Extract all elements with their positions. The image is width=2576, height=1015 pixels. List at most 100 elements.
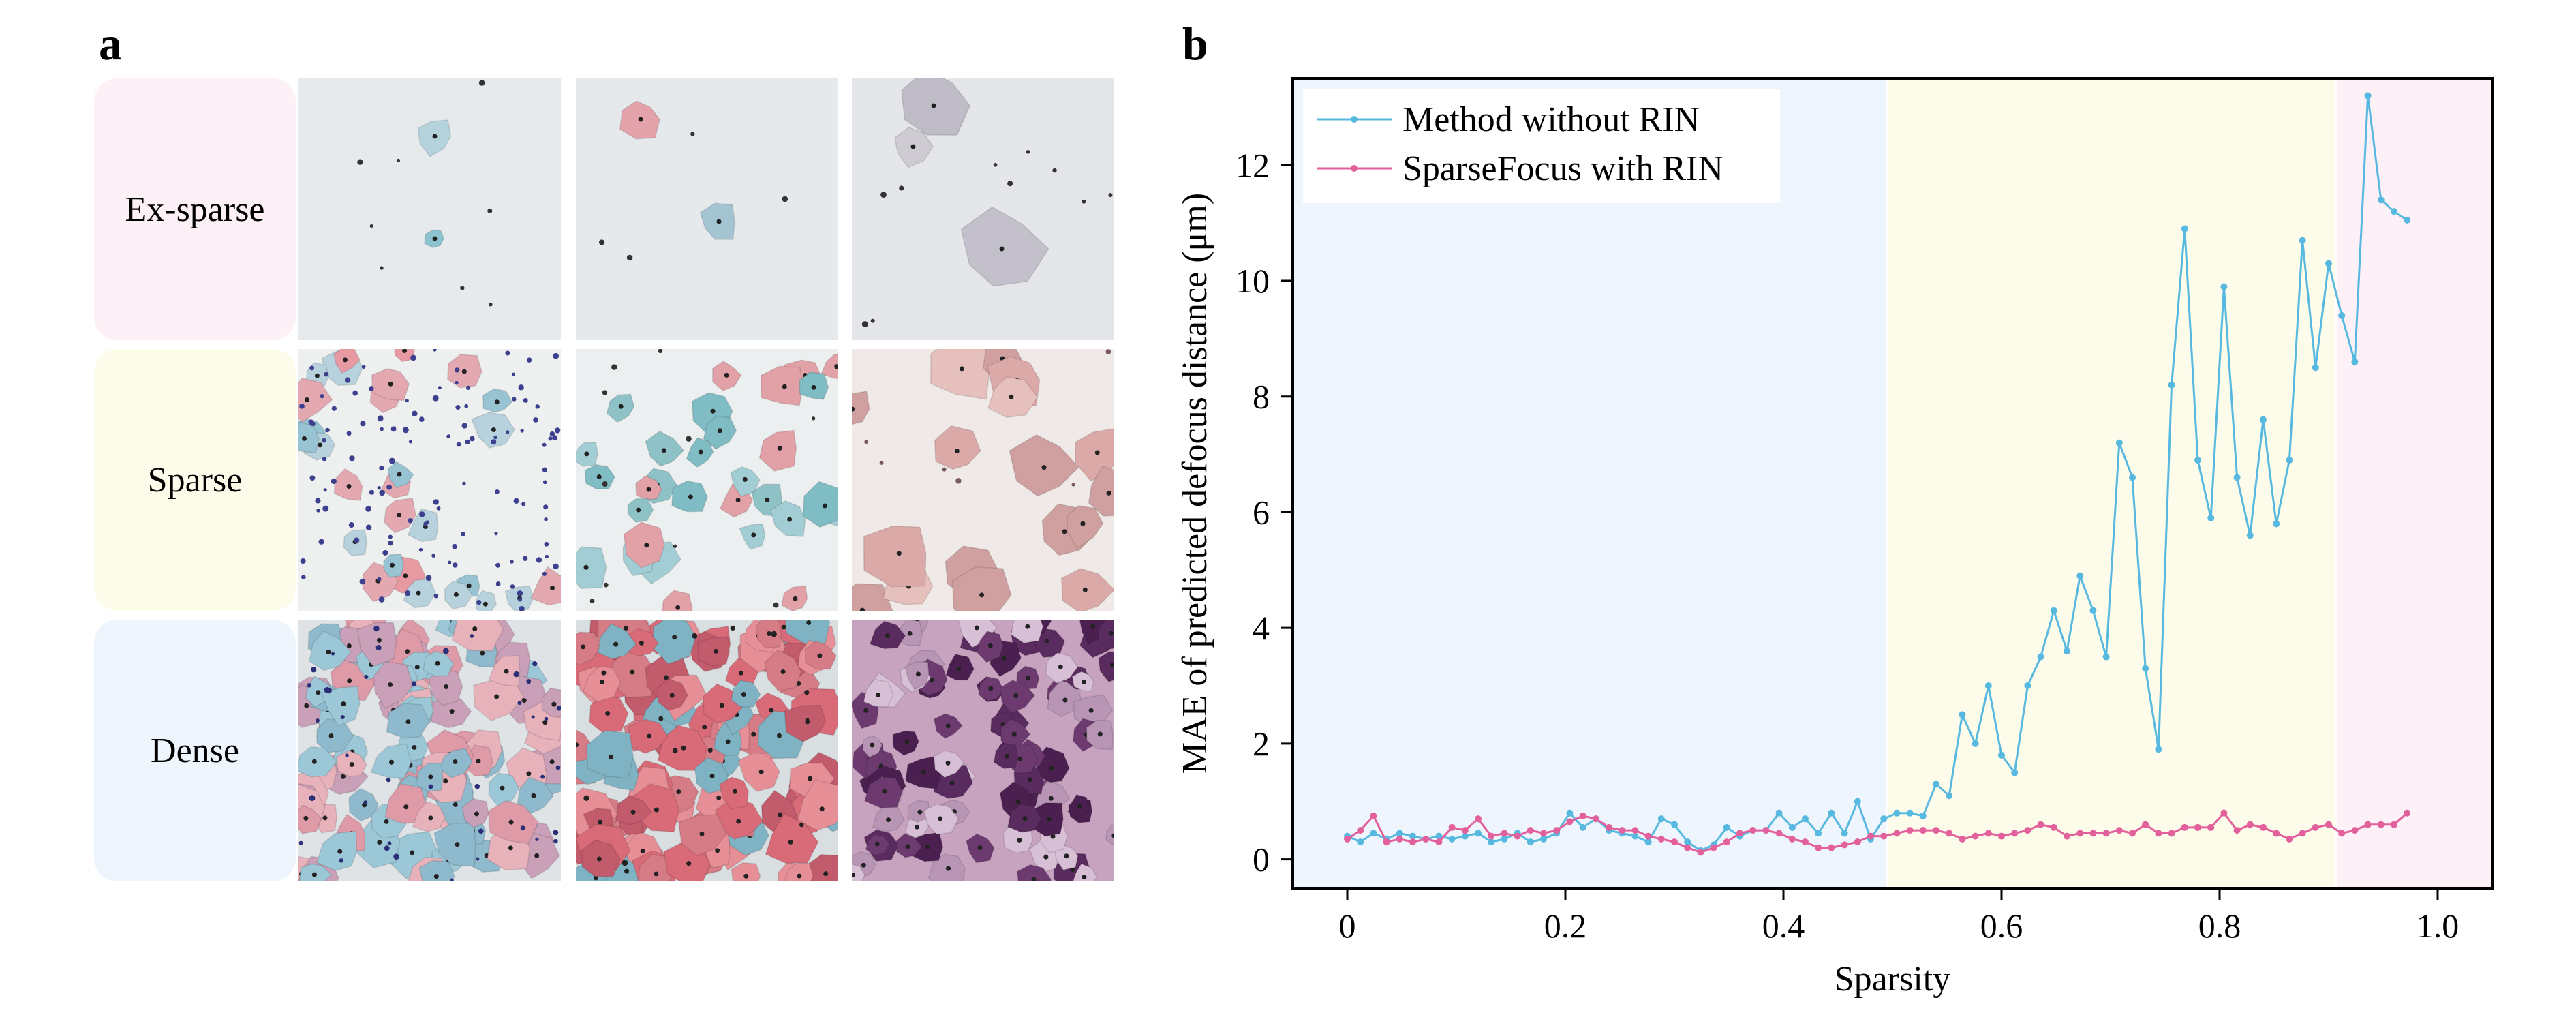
- series-1-point: [1619, 827, 1626, 834]
- series-1-point: [2273, 830, 2280, 837]
- series-0-point: [1409, 832, 1416, 840]
- x-tick-label: 0.4: [1762, 907, 1805, 945]
- sparsity-region-0: [1293, 78, 1887, 888]
- series-1-point: [1475, 815, 1482, 823]
- series-0-point: [1972, 740, 1979, 747]
- series-0-point: [1919, 812, 1927, 819]
- series-1-point: [1435, 838, 1443, 846]
- series-1-point: [1946, 830, 1953, 837]
- series-1-point: [1933, 827, 1939, 834]
- series-1-point: [2050, 823, 2057, 831]
- series-line-1: [1347, 811, 2408, 853]
- series-0-point: [1370, 830, 1377, 837]
- series-1-point: [2207, 823, 2215, 831]
- series-1-point: [1984, 830, 1992, 837]
- series-1-point: [1514, 832, 1521, 840]
- series-0-point: [1540, 835, 1547, 843]
- legend-marker: [1351, 116, 1358, 123]
- image-sparse-2: [576, 349, 838, 611]
- series-1-point: [1802, 838, 1809, 846]
- panel-a-letter: a: [99, 18, 122, 70]
- series-0-point: [2129, 474, 2136, 481]
- series-1-point: [2286, 835, 2293, 843]
- series-1-point: [2299, 830, 2306, 837]
- legend-label: SparseFocus with RIN: [1402, 149, 1723, 188]
- y-tick-label: 8: [1253, 378, 1270, 416]
- series-1-point: [1815, 844, 1822, 851]
- legend-label: Method without RIN: [1402, 100, 1700, 139]
- series-0-point: [1671, 821, 1678, 828]
- x-tick-label: 0: [1339, 907, 1356, 945]
- y-tick-label: 0: [1253, 840, 1270, 879]
- series-1-point: [2168, 830, 2175, 837]
- series-0-point: [2076, 572, 2084, 579]
- series-0-point: [1488, 838, 1495, 846]
- series-1-point: [2246, 821, 2254, 828]
- series-1-point: [1775, 830, 1783, 837]
- series-1-point: [1501, 830, 1508, 837]
- series-1-point: [1606, 823, 1612, 831]
- y-axis-label: MAE of predicted defocus distance (μm): [1176, 193, 1214, 774]
- series-0-point: [2024, 682, 2031, 689]
- series-0-point: [2273, 520, 2280, 528]
- series-1-point: [2391, 821, 2397, 828]
- legend-box: [1303, 89, 1780, 203]
- series-1-point: [1461, 827, 1469, 834]
- series-1-point: [1906, 827, 1914, 834]
- series-1-point: [2011, 830, 2019, 837]
- series-0-point: [2115, 439, 2123, 446]
- image-ex-sparse-2: [576, 78, 838, 340]
- image-ex-sparse-1: [298, 78, 561, 340]
- x-tick-label: 0.8: [2198, 907, 2241, 945]
- series-0-point: [2351, 358, 2359, 365]
- series-1-point: [2089, 830, 2097, 837]
- series-1-point: [1854, 838, 1861, 846]
- series-1-point: [2351, 827, 2359, 834]
- series-1-point: [1684, 844, 1691, 851]
- series-0-point: [1657, 815, 1665, 823]
- series-1-point: [1579, 812, 1586, 819]
- series-1-point: [2115, 827, 2123, 834]
- series-1-point: [1788, 835, 1796, 843]
- series-0-point: [2102, 653, 2110, 661]
- sparsity-region-1: [1887, 78, 2337, 888]
- series-0-point: [1959, 711, 1966, 718]
- y-tick-label: 2: [1253, 725, 1270, 763]
- series-0-point: [1946, 792, 1953, 800]
- series-0-point: [2207, 514, 2215, 521]
- series-0-point: [1644, 838, 1652, 846]
- series-1-point: [1527, 827, 1534, 834]
- series-1-point: [1697, 849, 1704, 856]
- series-1-point: [1919, 827, 1927, 834]
- series-1-point: [1592, 815, 1599, 823]
- series-0-point: [2220, 283, 2228, 290]
- series-0-point: [1684, 838, 1691, 846]
- series-1-point: [2338, 830, 2346, 837]
- series-1-point: [2233, 827, 2241, 834]
- series-1-point: [1972, 832, 1979, 840]
- series-1-point: [2364, 821, 2372, 828]
- series-0-point: [2194, 457, 2201, 464]
- series-1-point: [1383, 838, 1390, 846]
- series-0-point: [2011, 769, 2019, 776]
- series-1-point: [2142, 821, 2149, 828]
- series-0-point: [2312, 364, 2319, 372]
- series-1-point: [1657, 835, 1665, 843]
- series-1-point: [1959, 835, 1966, 843]
- series-1-point: [1488, 832, 1495, 840]
- series-0-point: [1984, 682, 1992, 689]
- series-0-point: [2286, 457, 2293, 464]
- series-1-point: [1880, 832, 1888, 840]
- series-0-point: [1880, 815, 1888, 823]
- series-0-point: [1396, 830, 1403, 837]
- series-1-point: [1710, 844, 1717, 851]
- series-1-point: [1762, 827, 1770, 834]
- series-1-point: [1749, 827, 1757, 834]
- series-0-point: [1933, 781, 1939, 788]
- series-1-point: [2064, 832, 2070, 840]
- series-0-point: [1501, 835, 1508, 843]
- legend-marker: [1351, 165, 1358, 172]
- series-1-point: [1422, 835, 1430, 843]
- series-0-point: [1788, 823, 1796, 831]
